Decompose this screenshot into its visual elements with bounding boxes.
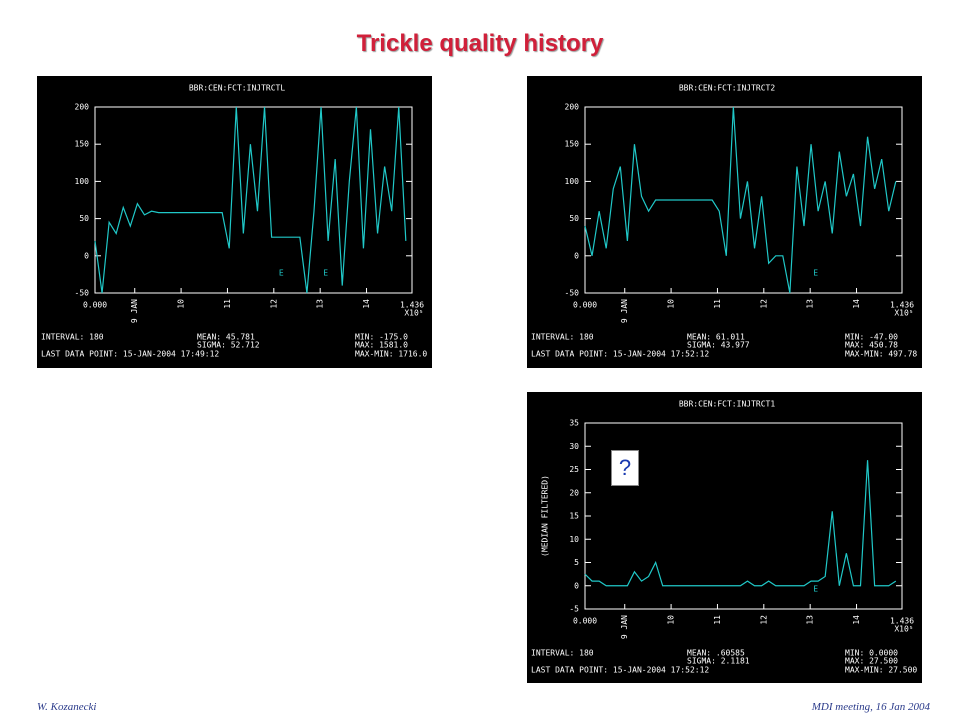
x-exponent: X10⁵: [894, 625, 913, 634]
x-tick-label: 12: [759, 615, 768, 625]
trace: [584, 460, 897, 587]
y-tick-label: -5: [569, 605, 579, 614]
x-exponent: X10⁵: [894, 309, 913, 318]
stat-text: MAX: 27.500: [845, 657, 898, 666]
plot-frame: [94, 106, 413, 294]
chart-title: BBR:CEN:FCT:INJTRCT1: [679, 400, 776, 409]
y-tick-label: -50: [75, 289, 90, 298]
question-mark: ?: [611, 450, 639, 486]
x-tick-label: 0.000: [573, 617, 597, 626]
y-tick-label: 10: [569, 535, 579, 544]
stat-text: MEAN: 45.781: [197, 333, 255, 342]
y-tick-label: 0: [84, 251, 89, 260]
x-tick-label: 12: [269, 299, 278, 309]
stat-text: MAX-MIN: 1716.0: [355, 350, 427, 359]
footer-author: W. Kozanecki: [37, 701, 97, 713]
stat-text: INTERVAL: 180: [531, 333, 594, 342]
stat-text: LAST DATA POINT: 15-JAN-2004 17:52:12: [531, 350, 709, 359]
stat-text: MEAN: .60585: [687, 649, 745, 658]
x-tick-label: 9 JAN: [620, 299, 629, 323]
trace: [94, 106, 407, 294]
x-tick-label: 13: [806, 615, 815, 625]
x-tick-label: 10: [177, 299, 186, 309]
stat-text: MIN: -175.0: [355, 333, 408, 342]
y-tick-label: 20: [569, 488, 579, 497]
footer-meeting: MDI meeting, 16 Jan 2004: [811, 701, 930, 713]
y-tick-label: -50: [565, 289, 580, 298]
x-tick-label: 11: [223, 299, 232, 309]
x-tick-label: 0.000: [573, 301, 597, 310]
x-tick-label: 1.436: [890, 301, 914, 310]
trace: [584, 106, 897, 294]
y-tick-label: 50: [79, 214, 89, 223]
e-marker: E: [813, 269, 818, 278]
x-tick-label: 9 JAN: [130, 299, 139, 323]
slide-title: Trickle quality history: [356, 30, 604, 57]
y-tick-label: 0: [574, 251, 579, 260]
e-marker: E: [813, 585, 818, 594]
x-tick-label: 10: [667, 299, 676, 309]
y-tick-label: 5: [574, 558, 579, 567]
stat-text: MAX-MIN: 27.500: [845, 666, 917, 675]
e-marker: E: [279, 269, 284, 278]
y-axis-label: (MEDIAN FILTERED): [541, 475, 550, 557]
y-tick-label: 15: [569, 512, 579, 521]
y-tick-label: 0: [574, 581, 579, 590]
stat-text: MAX: 1581.0: [355, 341, 408, 350]
x-tick-label: 14: [852, 615, 861, 625]
x-tick-label: 1.436: [400, 301, 424, 310]
stat-text: MEAN: 61.011: [687, 333, 745, 342]
stat-text: INTERVAL: 180: [41, 333, 104, 342]
y-tick-label: 200: [565, 103, 580, 112]
y-tick-label: 100: [75, 177, 90, 186]
stat-text: LAST DATA POINT: 15-JAN-2004 17:49:12: [41, 350, 219, 359]
y-tick-label: 100: [565, 177, 580, 186]
x-tick-label: 0.000: [83, 301, 107, 310]
stat-text: MIN: 0.0000: [845, 649, 898, 658]
x-tick-label: 14: [362, 299, 371, 309]
chart-title: BBR:CEN:FCT:INJTRCT2: [679, 84, 776, 93]
stat-text: LAST DATA POINT: 15-JAN-2004 17:52:12: [531, 666, 709, 675]
stat-text: SIGMA: 2.1181: [687, 657, 750, 666]
y-tick-label: 50: [569, 214, 579, 223]
chart-title: BBR:CEN:FCT:INJTRCTL: [189, 84, 286, 93]
y-tick-label: 25: [569, 465, 579, 474]
x-tick-label: 13: [806, 299, 815, 309]
plot-frame: [584, 106, 903, 294]
stat-text: SIGMA: 43.977: [687, 341, 750, 350]
stat-text: SIGMA: 52.712: [197, 341, 260, 350]
stat-text: MAX-MIN: 497.78: [845, 350, 917, 359]
chart-panel: BBR:CEN:FCT:INJTRCT2 -50 0 50 100 150 200 0.000…: [527, 76, 922, 368]
y-tick-label: 35: [569, 419, 579, 428]
x-tick-label: 14: [852, 299, 861, 309]
y-tick-label: 200: [75, 103, 90, 112]
x-tick-label: 1.436: [890, 617, 914, 626]
x-tick-label: 12: [759, 299, 768, 309]
x-tick-label: 13: [316, 299, 325, 309]
e-marker: E: [323, 269, 328, 278]
y-tick-label: 150: [75, 140, 90, 149]
y-tick-label: 150: [565, 140, 580, 149]
stat-text: INTERVAL: 180: [531, 649, 594, 658]
x-tick-label: 11: [713, 299, 722, 309]
stat-text: MAX: 450.78: [845, 341, 898, 350]
y-tick-label: 30: [569, 442, 579, 451]
chart-panel: BBR:CEN:FCT:INJTRCTL -50 0 50 100 150 200 0.000…: [37, 76, 432, 368]
stat-text: MIN: -47.00: [845, 333, 898, 342]
x-exponent: X10⁵: [404, 309, 423, 318]
x-tick-label: 10: [667, 615, 676, 625]
chart-panel: BBR:CEN:FCT:INJTRCT1 (MEDIAN FILTERED) -5 0…: [527, 392, 922, 683]
x-tick-label: 11: [713, 615, 722, 625]
x-tick-label: 9 JAN: [620, 615, 629, 639]
